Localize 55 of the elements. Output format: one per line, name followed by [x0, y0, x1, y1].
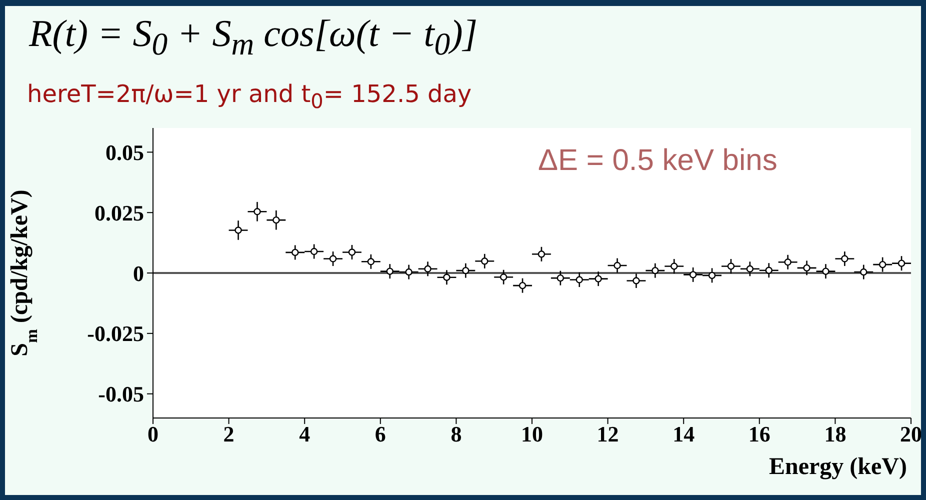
x-tick-label: 8: [450, 422, 462, 447]
point: [860, 268, 868, 276]
point: [614, 262, 621, 270]
point: [594, 275, 602, 282]
point: [462, 266, 470, 274]
point: [746, 265, 754, 272]
x-tick-label: 6: [374, 422, 386, 447]
point: [518, 282, 526, 290]
point: [898, 260, 906, 267]
x-tick-label: 14: [672, 422, 695, 447]
point: [822, 268, 830, 275]
point: [878, 260, 886, 268]
point: [576, 276, 583, 284]
point: [367, 258, 375, 266]
y-tick-label: 0.05: [106, 140, 144, 165]
point: [803, 264, 810, 272]
y-tick-label: 0: [133, 260, 144, 286]
x-tick-label: 12: [596, 422, 619, 447]
point: [632, 277, 640, 284]
y-tick-label: 0.025: [94, 200, 144, 226]
point: [272, 216, 280, 224]
x-tick-label: 10: [521, 422, 543, 447]
y-tick-label: -0.05: [98, 382, 144, 407]
point: [708, 272, 716, 280]
point: [481, 258, 488, 265]
point: [765, 266, 772, 274]
x-tick-label: 20: [900, 422, 922, 447]
point: [310, 248, 318, 256]
point: [443, 274, 450, 281]
point: [556, 274, 564, 282]
point: [234, 226, 242, 234]
point: [292, 248, 299, 256]
point: [784, 258, 792, 266]
x-tick-label: 16: [748, 422, 770, 447]
point: [689, 271, 697, 278]
x-tick-label: 4: [299, 422, 310, 447]
point: [405, 268, 412, 276]
point: [500, 274, 508, 281]
point: [424, 265, 432, 272]
x-tick-label: 18: [824, 422, 846, 447]
point: [254, 208, 261, 216]
point: [670, 262, 678, 270]
point: [841, 255, 848, 262]
chart-title: R(t) = S$_{0}$ + S$_{m}$ cos[ω(t − t$_{0}$)]: [29, 12, 478, 63]
point: [652, 266, 659, 274]
point: [329, 255, 337, 262]
x-tick-label: 2: [223, 422, 234, 447]
annotation: ΔE = 0.5 keV bins: [538, 144, 778, 178]
point: [348, 248, 356, 256]
x-axis-title: Energy (keV): [769, 454, 907, 481]
point: [538, 250, 546, 258]
point: [727, 262, 735, 270]
point: [386, 268, 394, 275]
y-tick-label: -0.025: [87, 321, 144, 346]
chart-subtitle: hereT=2π/ω=1 yr and t$_{0}$= 152.5 day: [27, 80, 472, 113]
